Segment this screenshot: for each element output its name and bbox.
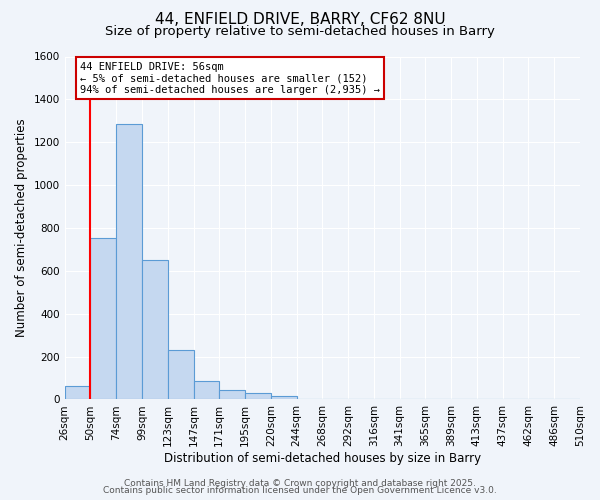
Bar xyxy=(193,381,219,400)
Bar xyxy=(142,260,168,400)
Y-axis label: Number of semi-detached properties: Number of semi-detached properties xyxy=(15,118,28,338)
X-axis label: Distribution of semi-detached houses by size in Barry: Distribution of semi-detached houses by … xyxy=(164,452,481,465)
Bar xyxy=(91,238,116,400)
Text: Size of property relative to semi-detached houses in Barry: Size of property relative to semi-detach… xyxy=(105,25,495,38)
Text: Contains public sector information licensed under the Open Government Licence v3: Contains public sector information licen… xyxy=(103,486,497,495)
Text: 44, ENFIELD DRIVE, BARRY, CF62 8NU: 44, ENFIELD DRIVE, BARRY, CF62 8NU xyxy=(155,12,445,28)
Bar xyxy=(65,386,91,400)
Text: 44 ENFIELD DRIVE: 56sqm
← 5% of semi-detached houses are smaller (152)
94% of se: 44 ENFIELD DRIVE: 56sqm ← 5% of semi-det… xyxy=(80,62,380,95)
Bar xyxy=(116,124,142,400)
Bar xyxy=(219,390,245,400)
Bar xyxy=(271,396,296,400)
Bar xyxy=(168,350,193,400)
Text: Contains HM Land Registry data © Crown copyright and database right 2025.: Contains HM Land Registry data © Crown c… xyxy=(124,478,476,488)
Bar xyxy=(245,393,271,400)
